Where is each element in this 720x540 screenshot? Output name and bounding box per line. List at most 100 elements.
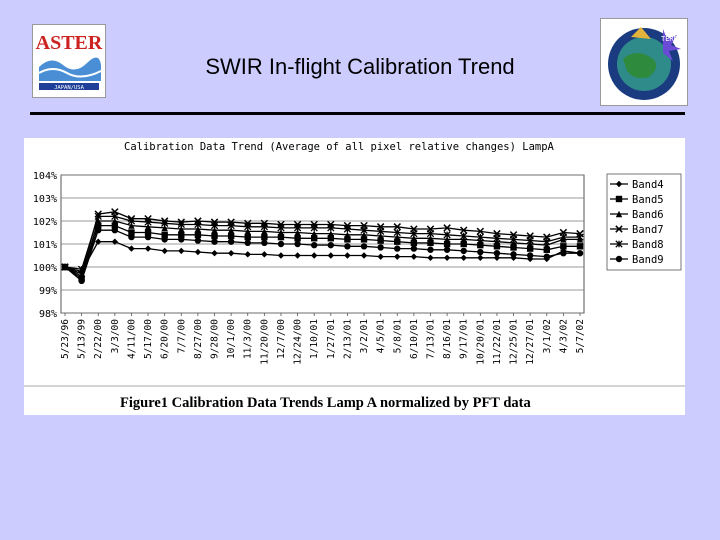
band6-point: [344, 231, 351, 238]
band6-point: [261, 228, 268, 235]
terra-patch-text: TERRA: [661, 35, 683, 43]
y-tick-label: 103%: [33, 194, 57, 205]
band5-point: [327, 235, 335, 242]
band9-point: [576, 250, 584, 257]
band8-point: [460, 232, 468, 240]
band5-point: [443, 240, 451, 248]
x-tick-label: 6/20/00: [160, 319, 171, 359]
band8-point: [360, 226, 368, 234]
band8-point: [376, 227, 385, 236]
band8-point: [94, 212, 102, 221]
x-tick-label: 8/16/01: [442, 319, 453, 359]
band9-point: [78, 277, 85, 284]
legend-marker-band4: [615, 180, 623, 188]
band4-point: [477, 254, 484, 261]
y-tick-label: 99%: [39, 286, 57, 297]
band4-point: [244, 251, 251, 258]
band9-point: [310, 241, 318, 249]
y-tick-label: 104%: [33, 171, 57, 182]
band5-point: [144, 229, 152, 236]
chart-title: Calibration Data Trend (Average of all p…: [124, 141, 555, 153]
band6-point: [477, 237, 484, 244]
band6-point: [360, 231, 368, 238]
band8-point: [410, 229, 418, 238]
x-tick-label: 1/10/01: [309, 319, 320, 359]
band6-point: [277, 229, 285, 236]
x-tick-label: 5/23/96: [60, 319, 71, 359]
x-tick-label: 10/1/00: [226, 319, 237, 359]
band7-point: [459, 226, 468, 234]
aster-logo: ASTER JAPAN/USA: [32, 24, 106, 98]
chart-legend: Band4 Band5 Band6 Band7 Band8 Band9: [606, 173, 682, 271]
band4-point: [194, 248, 202, 256]
band7-point: [443, 224, 451, 232]
x-tick-label: 11/22/01: [492, 319, 503, 365]
band5-point: [227, 232, 235, 240]
title-divider: [30, 112, 685, 115]
band5-point: [128, 229, 135, 236]
band6-point: [161, 224, 168, 232]
x-tick-label: 12/27/01: [525, 319, 536, 365]
band9-point: [377, 244, 384, 251]
band9-point: [227, 238, 235, 245]
band9-point: [144, 233, 152, 241]
band4-point: [111, 238, 119, 245]
band5-point: [244, 233, 251, 241]
band8-point: [177, 220, 185, 229]
band8-point: [526, 236, 534, 245]
band9-point: [244, 239, 251, 247]
band5-point: [111, 222, 119, 229]
x-tick-label: 5/13/99: [77, 319, 88, 359]
band4-point: [327, 252, 335, 259]
band5-point: [360, 236, 368, 243]
calibration-trend-chart: Calibration Data Trend (Average of all p…: [24, 141, 685, 411]
legend-box: [606, 173, 682, 271]
x-tick-label: 9/28/00: [210, 319, 221, 359]
band9-point: [178, 236, 185, 243]
band9-point: [261, 239, 268, 247]
band4-point: [227, 250, 235, 257]
band9-point: [95, 227, 102, 234]
band4-point: [394, 253, 401, 260]
slide-title: SWIR In-flight Calibration Trend: [205, 54, 515, 79]
band6-point: [310, 230, 318, 237]
band5-point: [294, 235, 301, 242]
band6-point: [128, 222, 135, 229]
band8-point: [493, 234, 501, 242]
x-tick-label: 5/17/00: [143, 319, 154, 359]
y-tick-label: 101%: [33, 240, 57, 251]
x-tick-label: 7/7/00: [176, 319, 187, 354]
band5-point: [178, 231, 185, 238]
chart-gridlines: [60, 174, 585, 316]
legend-label-band4: Band4: [632, 179, 664, 191]
chart-panel: Calibration Data Trend (Average of all p…: [24, 138, 685, 415]
band9-point: [477, 248, 484, 256]
x-tick-label: 2/22/00: [93, 319, 104, 359]
band9-point: [211, 238, 218, 245]
x-tick-label: 5/7/02: [575, 319, 586, 353]
band6-point: [227, 227, 235, 234]
x-tick-label: 9/17/01: [459, 319, 470, 359]
band6-point: [543, 241, 550, 249]
band5-point: [543, 246, 550, 253]
band7-point: [393, 223, 401, 231]
band6-point: [410, 235, 418, 242]
band8-point: [77, 265, 86, 273]
x-tick-label: 7/13/01: [425, 319, 436, 359]
band9-point: [111, 227, 119, 234]
band5-point: [377, 237, 384, 244]
band6-point: [493, 238, 501, 245]
band9-point: [61, 263, 69, 271]
band6-point: [427, 235, 434, 242]
x-tick-label: 3/1/02: [542, 319, 553, 353]
x-tick-label: 8/27/00: [193, 319, 204, 359]
x-tick-label: 12/24/00: [293, 319, 304, 365]
band8-point: [476, 233, 484, 241]
band8-point: [227, 221, 235, 230]
band6-point: [394, 233, 401, 241]
band4-point: [443, 254, 451, 261]
band8-point: [194, 220, 202, 229]
band4-point: [95, 238, 102, 245]
band8-point: [127, 217, 136, 225]
band4-point: [178, 247, 185, 255]
